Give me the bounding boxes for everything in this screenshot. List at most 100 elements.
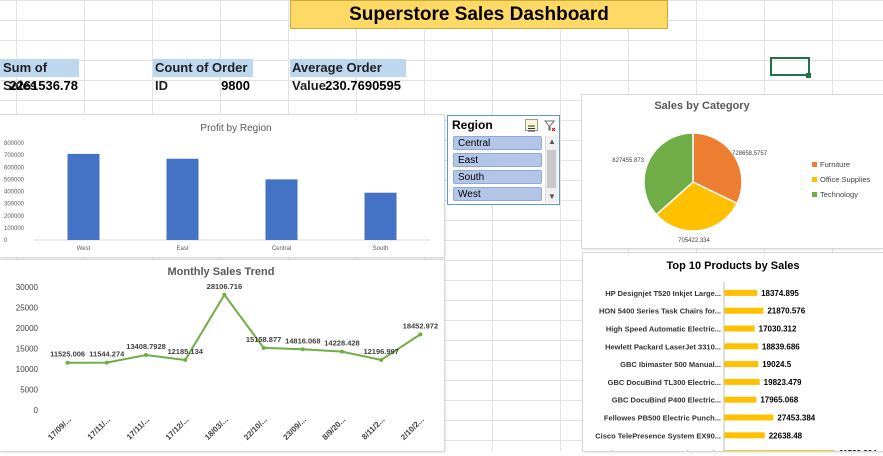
kpi-sales-value[interactable]: 2261536.78 (9, 78, 78, 93)
data-label: 21870.576 (767, 307, 805, 316)
data-label: 728658.5757 (732, 151, 768, 157)
legend-swatch (812, 162, 817, 167)
data-label: 18839.686 (762, 342, 800, 351)
top-products-chart[interactable]: Top 10 Products by Sales 18374.895 21870.… (583, 253, 883, 456)
data-label: 14816.068 (285, 336, 320, 345)
trend-point[interactable] (183, 358, 188, 363)
product-label: HON 5400 Series Task Chairs for... (599, 307, 721, 316)
product-bar[interactable] (724, 307, 764, 314)
multi-select-icon[interactable] (525, 119, 538, 132)
data-label: 22638.48 (769, 431, 803, 440)
kpi-sales-label[interactable]: Sum of Sales (0, 59, 79, 93)
region-slicer[interactable]: Region Central East South West ▲ ▼ (447, 115, 560, 205)
pie-slice-technology[interactable] (643, 132, 694, 216)
scroll-thumb[interactable] (547, 150, 556, 188)
x-tick-label: 8/11/2... (360, 415, 386, 441)
sales-by-category-chart[interactable]: Sales by Category 728658.5757 705422.334 8… (582, 95, 883, 248)
slicer-item-central[interactable]: Central (453, 136, 542, 150)
product-label: Hewlett Packard LaserJet 3310... (605, 342, 721, 351)
sales-trend-line[interactable] (67, 292, 421, 364)
slicer-item-west[interactable]: West (453, 187, 542, 201)
scroll-down-icon[interactable]: ▼ (548, 192, 556, 201)
chart-title: Top 10 Products by Sales (666, 260, 799, 272)
product-label: High Speed Automatic Electric... (606, 325, 721, 334)
y-tick-label: 15000 (16, 345, 39, 354)
y-tick-label: 10000 (16, 365, 39, 374)
fill-handle[interactable] (806, 73, 811, 78)
product-bar[interactable] (724, 432, 765, 439)
pie-slice-office-supplies[interactable] (655, 181, 739, 232)
slicer-title: Region (452, 118, 493, 132)
top-products-svg: Top 10 Products by Sales 18374.895 21870.… (586, 260, 877, 456)
trend-point[interactable] (65, 360, 70, 365)
bar-west[interactable] (67, 153, 100, 240)
y-tick-label: 300000 (4, 202, 25, 208)
selected-cell[interactable] (770, 57, 810, 76)
trend-point[interactable] (418, 332, 423, 337)
kpi-aov-value[interactable]: 230.7690595 (325, 78, 401, 93)
product-label: Fellowes PB500 Electric Punch... (604, 414, 721, 423)
trend-point[interactable] (144, 353, 148, 358)
bar-central[interactable] (265, 179, 298, 240)
slicer-item-south[interactable]: South (453, 170, 542, 184)
pie-slice-furniture[interactable] (692, 132, 743, 205)
data-label: 12185.134 (167, 347, 203, 356)
product-bar[interactable] (724, 289, 758, 296)
x-tick-label: 23/09/... (281, 415, 308, 442)
data-label: 11544.274 (89, 350, 125, 359)
product-bar[interactable] (724, 361, 759, 368)
y-tick-label: 0 (4, 238, 8, 244)
data-label: 28106.716 (207, 282, 242, 291)
kpi-orders-label[interactable]: Count of Order ID (153, 59, 253, 93)
slicer-scrollbar[interactable]: ▲ ▼ (545, 136, 558, 203)
chart-title: Profit by Region (200, 123, 271, 134)
trend-point[interactable] (261, 345, 266, 350)
dashboard-title: Superstore Sales Dashboard (290, 0, 668, 29)
trend-point[interactable] (340, 349, 344, 354)
x-tick-label: East (176, 246, 188, 252)
y-tick-label: 5000 (20, 386, 38, 395)
product-bar[interactable] (724, 396, 757, 403)
x-tick-label: 22/10/... (242, 415, 269, 442)
data-label: 11525.006 (50, 350, 85, 359)
chart-title: Sales by Category (654, 100, 750, 112)
product-label: HP Designjet T520 Inkjet Large... (605, 289, 721, 298)
trend-point[interactable] (379, 357, 384, 362)
y-tick-label: 200000 (4, 214, 25, 220)
product-bar[interactable] (724, 378, 760, 385)
trend-point[interactable] (222, 292, 227, 297)
product-bar[interactable] (724, 414, 774, 421)
kpi-orders-value[interactable]: 9800 (221, 78, 250, 93)
y-tick-label: 100000 (4, 226, 25, 232)
slicer-item-east[interactable]: East (453, 153, 542, 167)
chart-title: Monthly Sales Trend (168, 266, 275, 278)
y-tick-label: 600000 (4, 165, 25, 171)
clear-filter-icon[interactable] (543, 119, 556, 132)
y-tick-label: 700000 (4, 153, 25, 159)
product-bar[interactable] (724, 325, 755, 332)
trend-point[interactable] (104, 360, 109, 365)
data-label: 19823.479 (764, 378, 802, 387)
x-tick-label: South (373, 246, 389, 252)
data-label: 13408.7928 (126, 342, 166, 351)
profit-by-region-svg: Profit by Region 800000 700000 600000 50000… (4, 123, 430, 252)
product-bar[interactable] (724, 343, 758, 350)
monthly-sales-trend-svg: Monthly Sales Trend 30000 25000 20000 15000… (16, 266, 438, 442)
kpi-aov-label[interactable]: Average Order Value (290, 59, 406, 93)
x-tick-label: 17/09/... (46, 415, 73, 442)
y-tick-label: 20000 (16, 324, 39, 333)
bar-east[interactable] (166, 158, 199, 240)
scroll-up-icon[interactable]: ▲ (548, 137, 556, 146)
profit-by-region-chart[interactable]: Profit by Region 800000 700000 600000 50000… (0, 115, 444, 257)
trend-point[interactable] (300, 347, 305, 352)
x-tick-label: 18/03/... (203, 415, 230, 442)
data-label: 827455.873 (612, 158, 644, 164)
bar-south[interactable] (364, 192, 397, 240)
sales-by-category-svg: Sales by Category 728658.5757 705422.334 8… (612, 100, 870, 244)
y-tick-label: 0 (34, 406, 39, 415)
y-tick-label: 500000 (4, 177, 25, 183)
x-tick-label: 17/12/... (164, 415, 191, 442)
legend-label: Technology (820, 190, 858, 199)
monthly-sales-trend-chart[interactable]: Monthly Sales Trend 30000 25000 20000 15000… (0, 260, 444, 451)
data-label: 27453.384 (777, 414, 815, 423)
